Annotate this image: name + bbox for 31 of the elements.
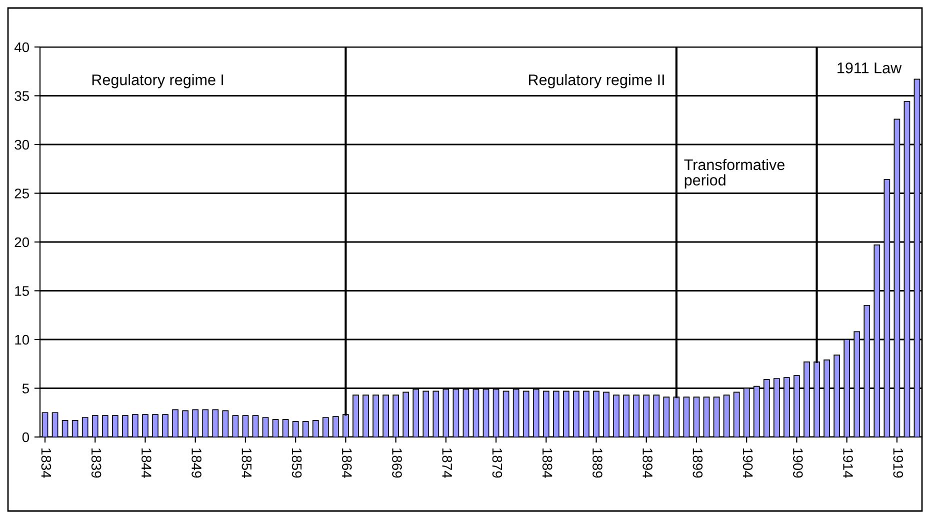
y-tick-label: 5 [22, 384, 29, 394]
y-tick-label: 40 [14, 42, 30, 52]
y-tick-label: 35 [14, 91, 30, 101]
x-tick-label: 1834 [41, 448, 52, 478]
x-tick-label: 1844 [142, 448, 152, 478]
y-tick-label: 30 [14, 140, 30, 150]
annotation: Transformative period [684, 158, 784, 189]
x-tick-label: 1874 [442, 448, 452, 478]
x-tick-label: 1914 [843, 448, 853, 478]
annotation: Regulatory regime I [92, 74, 224, 88]
x-tick-label: 1869 [392, 448, 402, 478]
x-tick-label: 1894 [642, 448, 652, 478]
x-tick-label: 1904 [742, 448, 753, 478]
annotation: Regulatory regime II [529, 74, 664, 88]
x-tick-label: 1919 [893, 448, 904, 478]
x-tick-label: 1854 [242, 448, 252, 478]
x-tick-label: 1899 [692, 448, 703, 478]
x-tick-label: 1884 [542, 448, 552, 478]
y-tick-label: 0 [22, 432, 30, 442]
x-tick-label: 1839 [91, 448, 102, 478]
x-tick-label: 1909 [792, 448, 803, 478]
y-tick-label: 25 [14, 188, 30, 198]
y-tick-label: 10 [15, 334, 30, 345]
x-tick-label: 1879 [492, 448, 502, 478]
y-tick-label: 15 [15, 286, 30, 296]
x-tick-label: 1864 [342, 448, 352, 478]
y-tick-label: 20 [14, 237, 30, 248]
annotation: 1911 Law [838, 62, 902, 74]
x-tick-label: 1859 [292, 448, 302, 478]
x-tick-label: 1889 [592, 448, 602, 478]
x-tick-label: 1849 [192, 448, 202, 478]
